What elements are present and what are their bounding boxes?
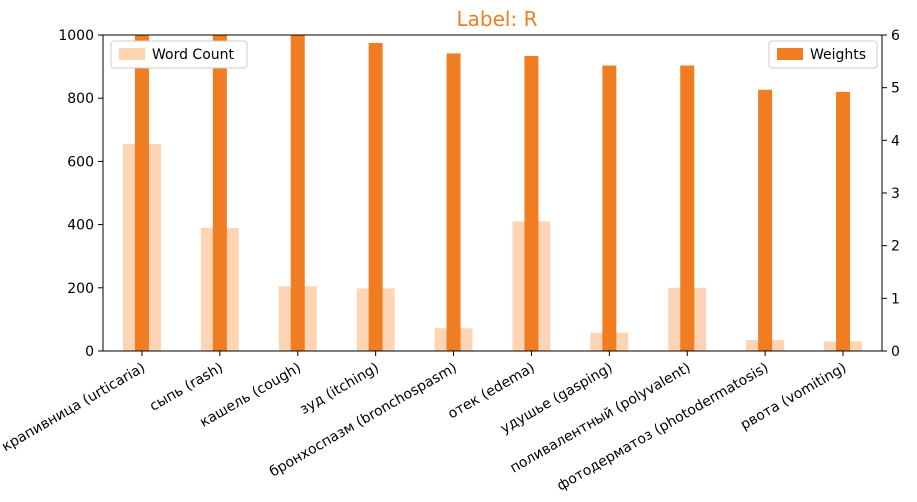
x-axis: крапивница (urticaria)сыпь (rash)кашель …	[0, 351, 849, 494]
legend-box-word-count	[110, 40, 248, 69]
right-tick-label: 5	[891, 81, 900, 97]
right-tick-label: 6	[891, 28, 900, 44]
bar-weights	[368, 42, 383, 352]
left-tick-label: 200	[67, 281, 94, 297]
x-tick-label: крапивница (urticaria)	[0, 360, 148, 455]
legend-swatch-weights	[777, 48, 803, 60]
bar-weights	[134, 35, 149, 351]
legend-label-weights: Weights	[810, 47, 866, 63]
right-tick-label: 2	[891, 239, 900, 255]
left-tick-label: 600	[67, 154, 94, 170]
legend-word-count: Word Count	[110, 40, 248, 69]
bar-weights	[758, 89, 773, 352]
bar-weights	[290, 35, 305, 351]
legend-label-word-count: Word Count	[152, 47, 235, 63]
left-tick-label: 1000	[58, 28, 94, 44]
legend-weights: Weights	[768, 40, 878, 69]
left-axis: 0 200 400 600 800 1000	[58, 28, 103, 360]
bar-weights	[212, 35, 227, 351]
legend-swatch-word-count	[119, 48, 145, 60]
left-tick-label: 800	[67, 91, 94, 107]
right-tick-label: 4	[891, 133, 900, 149]
right-tick-label: 1	[891, 291, 900, 307]
chart-title: Label: R	[457, 7, 538, 31]
bar-weights	[446, 53, 461, 351]
right-tick-label: 3	[891, 186, 900, 202]
right-tick-label: 0	[891, 344, 900, 360]
left-tick-label: 0	[85, 344, 94, 360]
legend-box-weights	[768, 40, 878, 69]
bar-weights	[836, 91, 851, 351]
bar-weights	[524, 56, 539, 352]
bar-weights	[680, 65, 695, 352]
right-axis: 0 1 2 3 4 5 6	[882, 28, 900, 360]
bars-layer	[122, 35, 863, 352]
left-tick-label: 400	[67, 218, 94, 234]
bar-weights	[602, 65, 617, 352]
